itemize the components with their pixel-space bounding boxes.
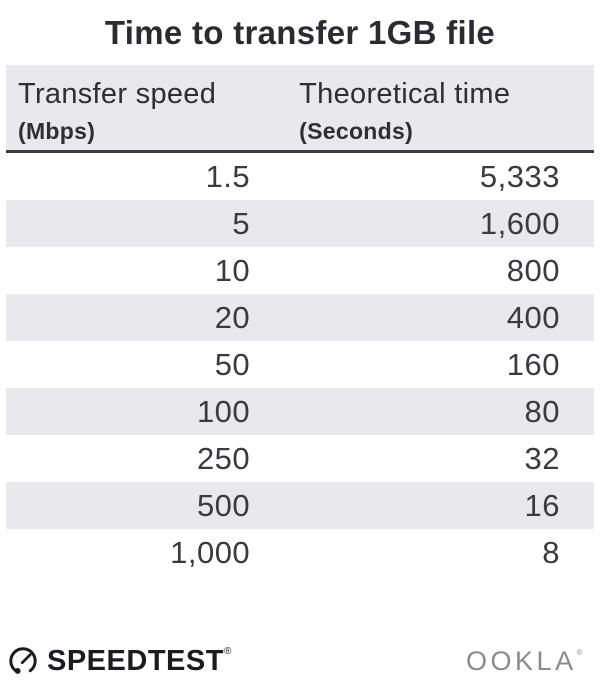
- theoretical-time-cell: 1,600: [479, 205, 560, 241]
- transfer-time-table: Transfer speed (Mbps) Theoretical time (…: [6, 65, 594, 576]
- theoretical-time-cell: 80: [524, 393, 560, 429]
- table-header-row: Transfer speed (Mbps) Theoretical time (…: [6, 65, 594, 153]
- speedtest-wordmark: SPEEDTEST®: [47, 644, 232, 677]
- transfer-speed-cell: 1,000: [170, 534, 251, 570]
- column-header-unit: (Mbps): [18, 118, 96, 144]
- column-header-label: Theoretical time: [299, 78, 511, 110]
- ookla-logo: OOKLA®: [466, 645, 586, 676]
- footer: SPEEDTEST® OOKLA®: [8, 645, 586, 677]
- speedtest-gauge-icon: [9, 647, 37, 674]
- column-header-transfer-speed: Transfer speed (Mbps): [6, 65, 291, 150]
- table-row: 1,000 8: [6, 529, 594, 576]
- transfer-speed-cell: 5: [232, 205, 251, 241]
- table-body: 1.5 5,333 5 1,600 10 800 20 400 50 160 100 80 250 32 5…: [6, 153, 594, 576]
- registered-trademark-icon: ®: [223, 645, 232, 657]
- table-row: 10 800: [6, 247, 594, 294]
- transfer-speed-cell: 1.5: [205, 158, 251, 194]
- transfer-speed-cell: 250: [196, 440, 251, 476]
- table-row: 100 80: [6, 388, 594, 435]
- table-row: 250 32: [6, 435, 594, 482]
- table-row: 500 16: [6, 482, 594, 529]
- transfer-speed-cell: 10: [214, 252, 251, 288]
- transfer-speed-cell: 500: [196, 487, 251, 523]
- theoretical-time-cell: 32: [524, 440, 560, 476]
- theoretical-time-cell: 5,333: [479, 158, 560, 194]
- theoretical-time-cell: 400: [506, 299, 560, 335]
- transfer-speed-cell: 20: [214, 299, 251, 335]
- theoretical-time-cell: 160: [506, 346, 560, 382]
- table-row: 50 160: [6, 341, 594, 388]
- transfer-speed-cell: 100: [196, 393, 251, 429]
- column-header-theoretical-time: Theoretical time (Seconds): [291, 65, 594, 150]
- column-header-label: Transfer speed: [18, 78, 217, 110]
- theoretical-time-cell: 16: [524, 487, 560, 523]
- theoretical-time-cell: 800: [506, 252, 560, 288]
- table-row: 5 1,600: [6, 200, 594, 247]
- table-row: 1.5 5,333: [6, 153, 594, 200]
- transfer-speed-cell: 50: [214, 346, 251, 382]
- infographic: Time to transfer 1GB file Transfer speed…: [0, 13, 600, 677]
- registered-trademark-icon: ®: [576, 647, 586, 657]
- page-title: Time to transfer 1GB file: [104, 14, 496, 51]
- speedtest-logo: SPEEDTEST®: [8, 645, 232, 678]
- column-header-unit: (Seconds): [299, 118, 414, 144]
- theoretical-time-cell: 8: [542, 534, 560, 570]
- table-row: 20 400: [6, 294, 594, 341]
